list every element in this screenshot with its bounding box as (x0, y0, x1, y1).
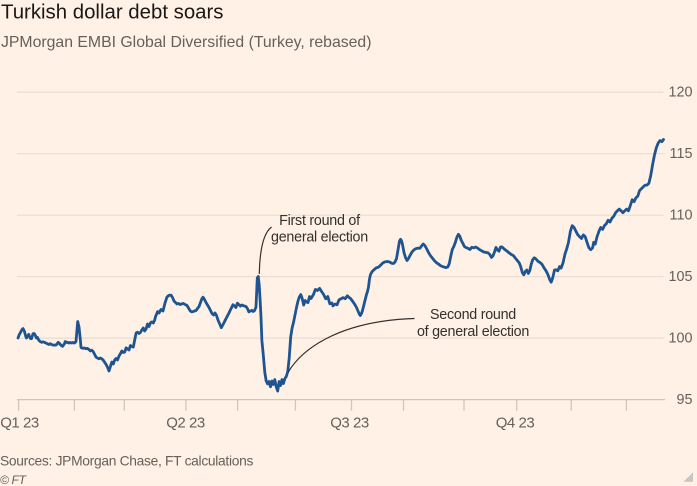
svg-text:© FT: © FT (0, 473, 27, 486)
svg-text:120: 120 (668, 84, 692, 100)
svg-text:Turkish dollar debt soars: Turkish dollar debt soars (1, 2, 224, 24)
svg-text:Q2 23: Q2 23 (166, 415, 205, 432)
svg-text:100: 100 (668, 330, 692, 346)
svg-text:First round of: First round of (279, 213, 360, 229)
svg-text:Q4 23: Q4 23 (496, 415, 535, 432)
svg-text:of general election: of general election (417, 324, 529, 340)
svg-text:JPMorgan EMBI Global Diversifi: JPMorgan EMBI Global Diversified (Turkey… (1, 34, 371, 51)
svg-text:Second round: Second round (430, 307, 516, 323)
svg-text:Q1 23: Q1 23 (0, 415, 39, 432)
svg-text:95: 95 (676, 392, 692, 408)
svg-text:105: 105 (668, 269, 692, 285)
svg-text:115: 115 (670, 146, 693, 162)
svg-text:Sources: JPMorgan Chase, FT ca: Sources: JPMorgan Chase, FT calculations (0, 454, 253, 469)
svg-text:Q3 23: Q3 23 (330, 415, 369, 432)
svg-text:general election: general election (271, 229, 368, 245)
svg-text:110: 110 (670, 207, 693, 223)
